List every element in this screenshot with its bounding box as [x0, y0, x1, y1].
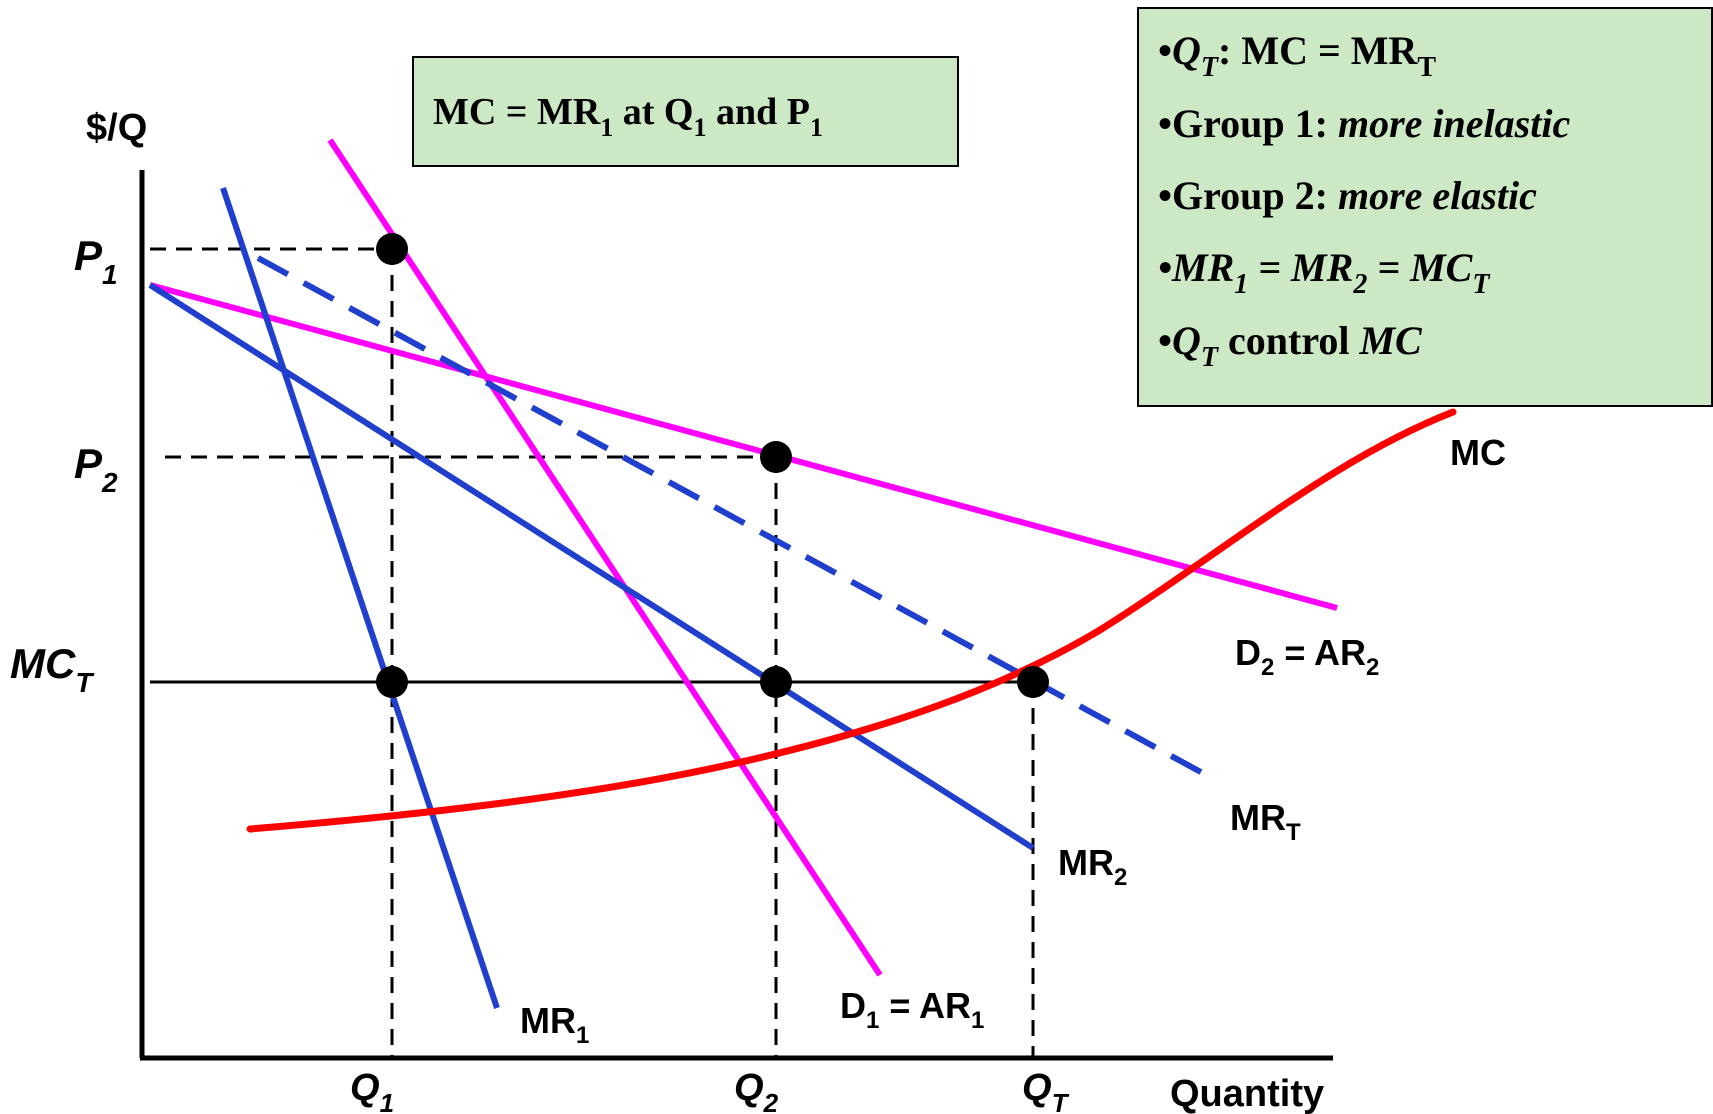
- q2-label: Q2: [734, 1067, 779, 1114]
- point-p1-q1: [376, 233, 408, 265]
- top-note-box: [412, 56, 959, 167]
- mc-curve-label: MC: [1450, 432, 1506, 473]
- point-mct-q2: [760, 666, 792, 698]
- right-note-line-3: •Group 2: more elastic: [1158, 173, 1537, 218]
- mr2-curve: [148, 282, 1035, 851]
- right-note-line-2: •Group 1: more inelastic: [1158, 101, 1570, 146]
- p2-label: P2: [74, 440, 118, 498]
- right-note-line-5: •QT control MC: [1158, 318, 1423, 373]
- d2-curve: [149, 282, 1338, 611]
- point-p2-q2: [760, 441, 792, 473]
- right-note-box: [1137, 7, 1713, 407]
- point-mct-qt: [1017, 666, 1049, 698]
- mr1-curve: [220, 187, 500, 1009]
- mr1-curve-label: MR1: [520, 1000, 589, 1049]
- d1-curve: [327, 138, 883, 977]
- x-axis-label: Quantity: [1170, 1073, 1324, 1114]
- point-mct-q1: [376, 666, 408, 698]
- right-note-line-4: •MR1 = MR2 = MCT: [1158, 245, 1491, 300]
- top-note-text: MC = MR1 at Q1 and P1: [433, 91, 823, 142]
- mrt-curve-label: MRT: [1230, 797, 1301, 846]
- qt-label: QT: [1022, 1067, 1070, 1114]
- right-note-line-1: •QT: MC = MRT: [1158, 28, 1436, 83]
- q1-label: Q1: [350, 1067, 394, 1114]
- y-axis-label: $/Q: [86, 107, 147, 149]
- mct-label: MCT: [10, 640, 95, 698]
- d1-curve-label: D1 = AR1: [840, 985, 984, 1034]
- p1-label: P1: [74, 232, 118, 290]
- mrt-curve: [256, 255, 1210, 779]
- d2-curve-label: D2 = AR2: [1235, 632, 1379, 681]
- mr2-curve-label: MR2: [1058, 842, 1127, 891]
- mc-curve: [246, 408, 1457, 833]
